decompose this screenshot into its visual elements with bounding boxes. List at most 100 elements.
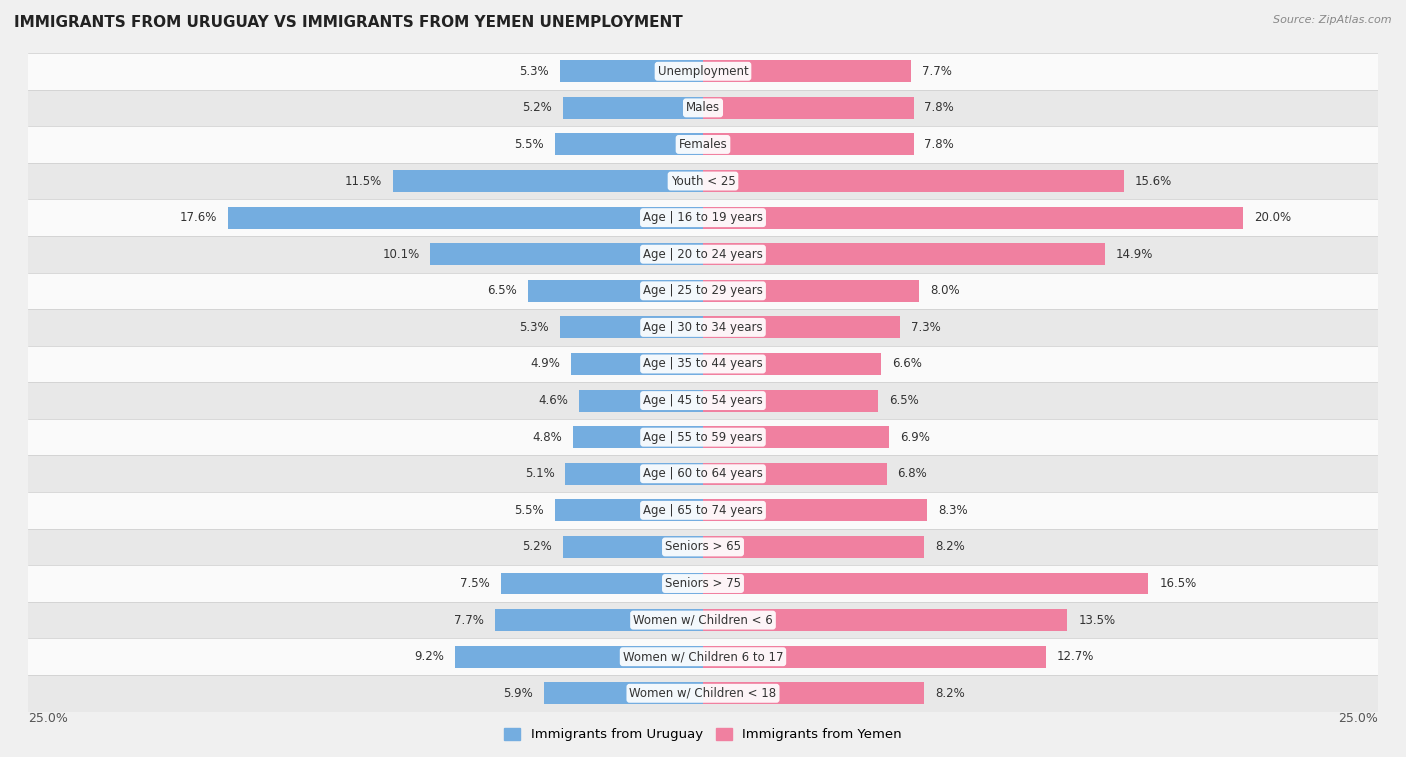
Text: 7.8%: 7.8%	[924, 101, 955, 114]
Text: 9.2%: 9.2%	[413, 650, 444, 663]
Text: 7.7%: 7.7%	[454, 614, 484, 627]
Text: IMMIGRANTS FROM URUGUAY VS IMMIGRANTS FROM YEMEN UNEMPLOYMENT: IMMIGRANTS FROM URUGUAY VS IMMIGRANTS FR…	[14, 15, 683, 30]
Bar	[703, 646, 1046, 668]
Text: 11.5%: 11.5%	[344, 175, 382, 188]
Text: 8.2%: 8.2%	[935, 540, 965, 553]
Text: 7.8%: 7.8%	[924, 138, 955, 151]
Bar	[560, 61, 703, 83]
Bar	[703, 61, 911, 83]
Text: 5.1%: 5.1%	[524, 467, 554, 480]
Bar	[703, 133, 914, 155]
Text: 14.9%: 14.9%	[1116, 248, 1153, 260]
Bar	[703, 97, 914, 119]
Text: 10.1%: 10.1%	[382, 248, 419, 260]
Bar	[28, 602, 1378, 638]
Text: Women w/ Children < 6: Women w/ Children < 6	[633, 614, 773, 627]
Text: 4.9%: 4.9%	[530, 357, 560, 370]
Bar	[562, 97, 703, 119]
Bar	[703, 426, 889, 448]
Bar	[703, 463, 887, 484]
Text: Age | 25 to 29 years: Age | 25 to 29 years	[643, 285, 763, 298]
Text: 4.8%: 4.8%	[533, 431, 562, 444]
Bar	[28, 638, 1378, 675]
Bar	[228, 207, 703, 229]
Text: Age | 60 to 64 years: Age | 60 to 64 years	[643, 467, 763, 480]
Bar	[574, 426, 703, 448]
Text: 5.5%: 5.5%	[515, 138, 544, 151]
Bar	[562, 536, 703, 558]
Bar	[703, 682, 924, 704]
Bar	[28, 456, 1378, 492]
Text: 7.3%: 7.3%	[911, 321, 941, 334]
Bar	[703, 280, 920, 302]
Text: 7.7%: 7.7%	[922, 65, 952, 78]
Bar	[571, 353, 703, 375]
Bar	[28, 675, 1378, 712]
Text: 6.9%: 6.9%	[900, 431, 929, 444]
Text: Age | 35 to 44 years: Age | 35 to 44 years	[643, 357, 763, 370]
Bar	[703, 353, 882, 375]
Text: 25.0%: 25.0%	[1339, 712, 1378, 724]
Text: 5.2%: 5.2%	[522, 101, 551, 114]
Text: 6.8%: 6.8%	[897, 467, 927, 480]
Bar	[560, 316, 703, 338]
Text: 8.2%: 8.2%	[935, 687, 965, 699]
Text: Age | 16 to 19 years: Age | 16 to 19 years	[643, 211, 763, 224]
Text: 8.0%: 8.0%	[929, 285, 959, 298]
Bar	[28, 309, 1378, 346]
Text: Seniors > 65: Seniors > 65	[665, 540, 741, 553]
Bar	[527, 280, 703, 302]
Text: 6.5%: 6.5%	[486, 285, 517, 298]
Bar	[28, 528, 1378, 565]
Bar	[554, 500, 703, 522]
Bar	[544, 682, 703, 704]
Text: 4.6%: 4.6%	[538, 394, 568, 407]
Bar	[703, 536, 924, 558]
Text: Age | 55 to 59 years: Age | 55 to 59 years	[643, 431, 763, 444]
Bar	[703, 572, 1149, 594]
Bar	[703, 500, 927, 522]
Text: Males: Males	[686, 101, 720, 114]
Text: 5.9%: 5.9%	[503, 687, 533, 699]
Text: Unemployment: Unemployment	[658, 65, 748, 78]
Text: Age | 20 to 24 years: Age | 20 to 24 years	[643, 248, 763, 260]
Bar	[501, 572, 703, 594]
Bar	[430, 243, 703, 265]
Text: 12.7%: 12.7%	[1057, 650, 1094, 663]
Bar	[703, 316, 900, 338]
Legend: Immigrants from Uruguay, Immigrants from Yemen: Immigrants from Uruguay, Immigrants from…	[505, 727, 901, 741]
Text: 20.0%: 20.0%	[1254, 211, 1291, 224]
Text: 5.2%: 5.2%	[522, 540, 551, 553]
Bar	[28, 419, 1378, 456]
Text: 6.5%: 6.5%	[889, 394, 920, 407]
Bar	[28, 382, 1378, 419]
Bar	[28, 273, 1378, 309]
Text: Women w/ Children < 18: Women w/ Children < 18	[630, 687, 776, 699]
Bar	[28, 89, 1378, 126]
Bar	[454, 646, 703, 668]
Bar	[28, 492, 1378, 528]
Bar	[392, 170, 703, 192]
Bar	[28, 565, 1378, 602]
Bar	[579, 390, 703, 412]
Text: 25.0%: 25.0%	[28, 712, 67, 724]
Text: Age | 45 to 54 years: Age | 45 to 54 years	[643, 394, 763, 407]
Text: Source: ZipAtlas.com: Source: ZipAtlas.com	[1274, 15, 1392, 25]
Text: Females: Females	[679, 138, 727, 151]
Bar	[703, 390, 879, 412]
Text: Youth < 25: Youth < 25	[671, 175, 735, 188]
Text: 13.5%: 13.5%	[1078, 614, 1115, 627]
Bar	[28, 53, 1378, 89]
Text: 6.6%: 6.6%	[891, 357, 922, 370]
Text: 8.3%: 8.3%	[938, 504, 967, 517]
Text: 16.5%: 16.5%	[1159, 577, 1197, 590]
Bar	[703, 170, 1125, 192]
Bar	[554, 133, 703, 155]
Bar	[565, 463, 703, 484]
Bar	[28, 199, 1378, 236]
Bar	[28, 346, 1378, 382]
Bar	[28, 236, 1378, 273]
Text: 5.5%: 5.5%	[515, 504, 544, 517]
Bar	[703, 243, 1105, 265]
Text: 15.6%: 15.6%	[1135, 175, 1173, 188]
